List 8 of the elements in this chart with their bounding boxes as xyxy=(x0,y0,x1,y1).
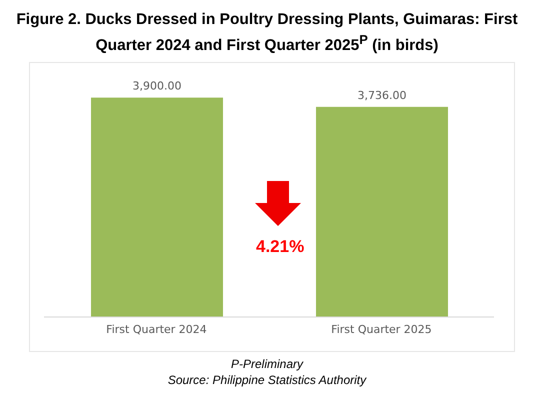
chart-title: Figure 2. Ducks Dressed in Poultry Dressing Plants, Guimaras: First Quarter 2024 and First Quarter 2025$^{P}$ (in birds) xyxy=(15,10,519,56)
x-tick-label: First Quarter 2025 xyxy=(331,322,432,336)
data-label: 3,736.00 xyxy=(358,88,406,102)
x-tick-label: First Quarter 2024 xyxy=(106,322,207,336)
source-note: Source: Philippine Statistics Authority xyxy=(166,373,368,387)
data-label: 3,900.00 xyxy=(132,80,182,93)
text: P-Preliminary xyxy=(230,357,304,371)
annotation: 4.21% xyxy=(256,237,304,257)
